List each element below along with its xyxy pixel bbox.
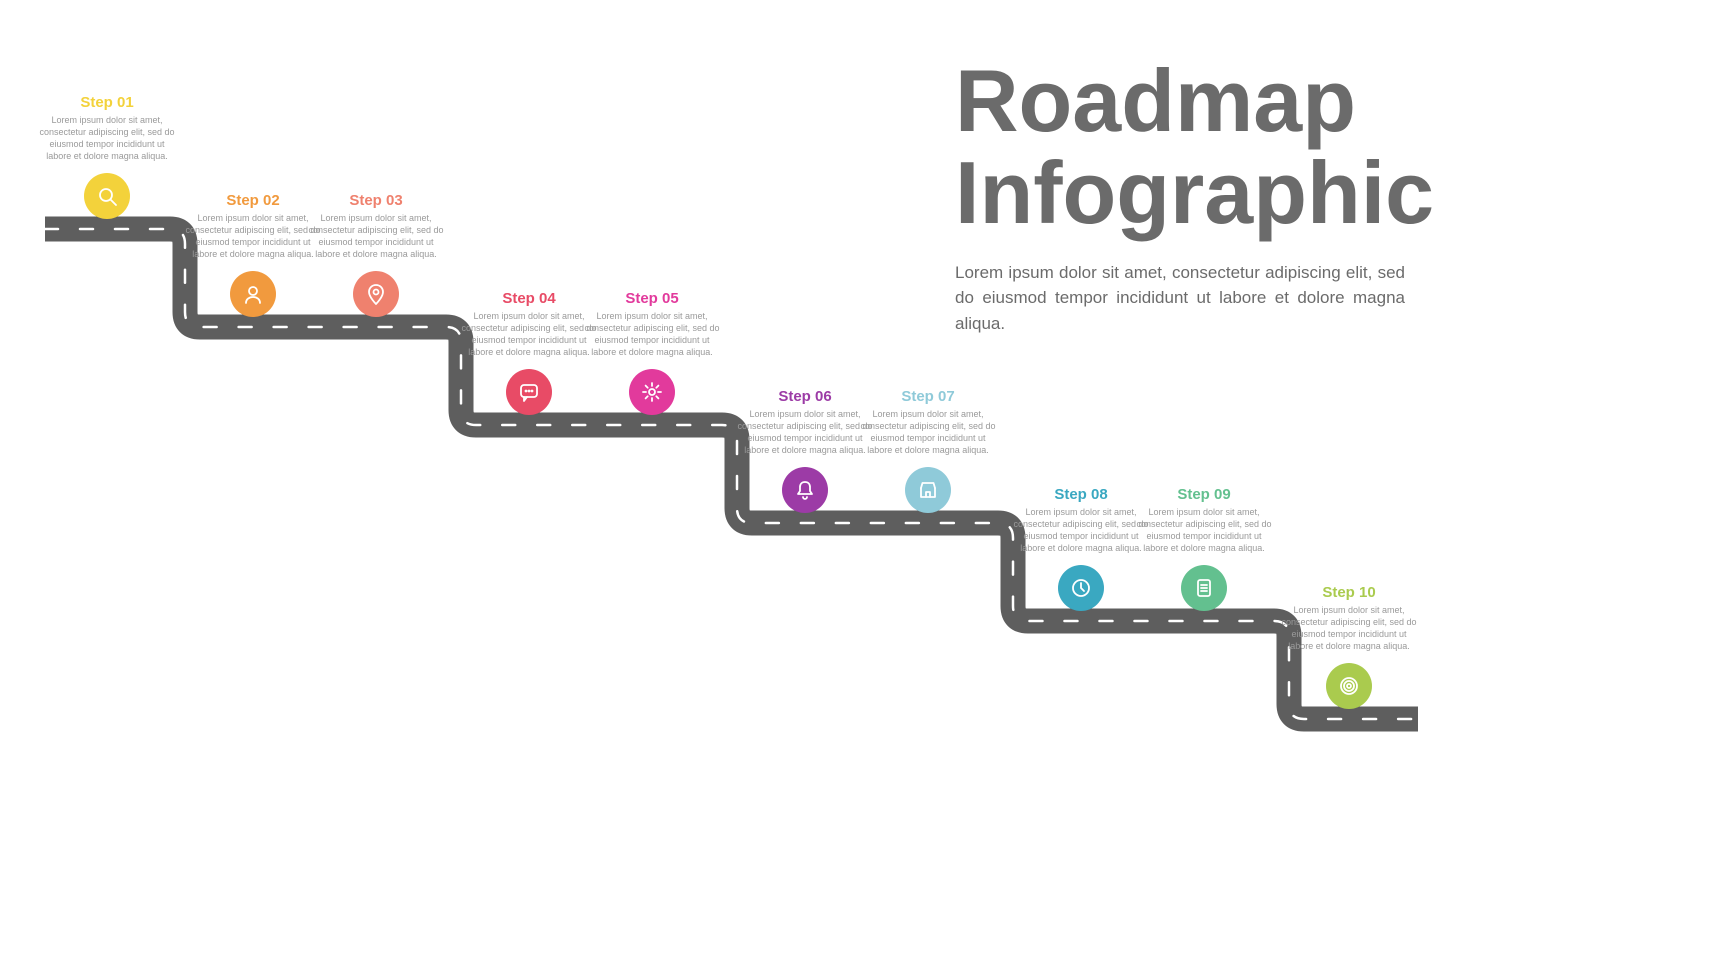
- step-label: Step 03: [306, 192, 446, 209]
- step-10: Step 10 Lorem ipsum dolor sit amet, conse…: [1279, 584, 1419, 709]
- step-label: Step 10: [1279, 584, 1419, 601]
- step-label: Step 08: [1011, 486, 1151, 503]
- clock-icon: [1058, 565, 1104, 611]
- user-icon: [230, 271, 276, 317]
- step-label: Step 07: [858, 388, 998, 405]
- step-label: Step 01: [37, 94, 177, 111]
- step-6: Step 06 Lorem ipsum dolor sit amet, conse…: [735, 388, 875, 513]
- step-description: Lorem ipsum dolor sit amet, consectetur …: [37, 114, 177, 163]
- step-description: Lorem ipsum dolor sit amet, consectetur …: [1011, 506, 1151, 555]
- step-label: Step 06: [735, 388, 875, 405]
- doc-icon: [1181, 565, 1227, 611]
- step-4: Step 04 Lorem ipsum dolor sit amet, conse…: [459, 290, 599, 415]
- step-description: Lorem ipsum dolor sit amet, consectetur …: [1279, 604, 1419, 653]
- target-icon: [1326, 663, 1372, 709]
- step-description: Lorem ipsum dolor sit amet, consectetur …: [1134, 506, 1274, 555]
- step-description: Lorem ipsum dolor sit amet, consectetur …: [735, 408, 875, 457]
- search-icon: [84, 173, 130, 219]
- step-7: Step 07 Lorem ipsum dolor sit amet, conse…: [858, 388, 998, 513]
- step-2: Step 02 Lorem ipsum dolor sit amet, conse…: [183, 192, 323, 317]
- step-description: Lorem ipsum dolor sit amet, consectetur …: [306, 212, 446, 261]
- step-description: Lorem ipsum dolor sit amet, consectetur …: [582, 310, 722, 359]
- title-subtitle: Lorem ipsum dolor sit amet, consectetur …: [955, 260, 1405, 337]
- store-icon: [905, 467, 951, 513]
- step-5: Step 05 Lorem ipsum dolor sit amet, conse…: [582, 290, 722, 415]
- step-8: Step 08 Lorem ipsum dolor sit amet, conse…: [1011, 486, 1151, 611]
- step-description: Lorem ipsum dolor sit amet, consectetur …: [183, 212, 323, 261]
- step-label: Step 02: [183, 192, 323, 209]
- chat-icon: [506, 369, 552, 415]
- roadmap-infographic: Roadmap Infographic Lorem ipsum dolor si…: [0, 0, 1715, 980]
- step-label: Step 09: [1134, 486, 1274, 503]
- step-3: Step 03 Lorem ipsum dolor sit amet, conse…: [306, 192, 446, 317]
- step-1: Step 01 Lorem ipsum dolor sit amet, conse…: [37, 94, 177, 219]
- bell-icon: [782, 467, 828, 513]
- title-line2: Infographic: [955, 147, 1405, 239]
- step-description: Lorem ipsum dolor sit amet, consectetur …: [858, 408, 998, 457]
- pin-icon: [353, 271, 399, 317]
- title-line1: Roadmap: [955, 55, 1405, 147]
- gear-icon: [629, 369, 675, 415]
- step-label: Step 05: [582, 290, 722, 307]
- title-block: Roadmap Infographic Lorem ipsum dolor si…: [955, 55, 1405, 336]
- step-label: Step 04: [459, 290, 599, 307]
- step-9: Step 09 Lorem ipsum dolor sit amet, conse…: [1134, 486, 1274, 611]
- step-description: Lorem ipsum dolor sit amet, consectetur …: [459, 310, 599, 359]
